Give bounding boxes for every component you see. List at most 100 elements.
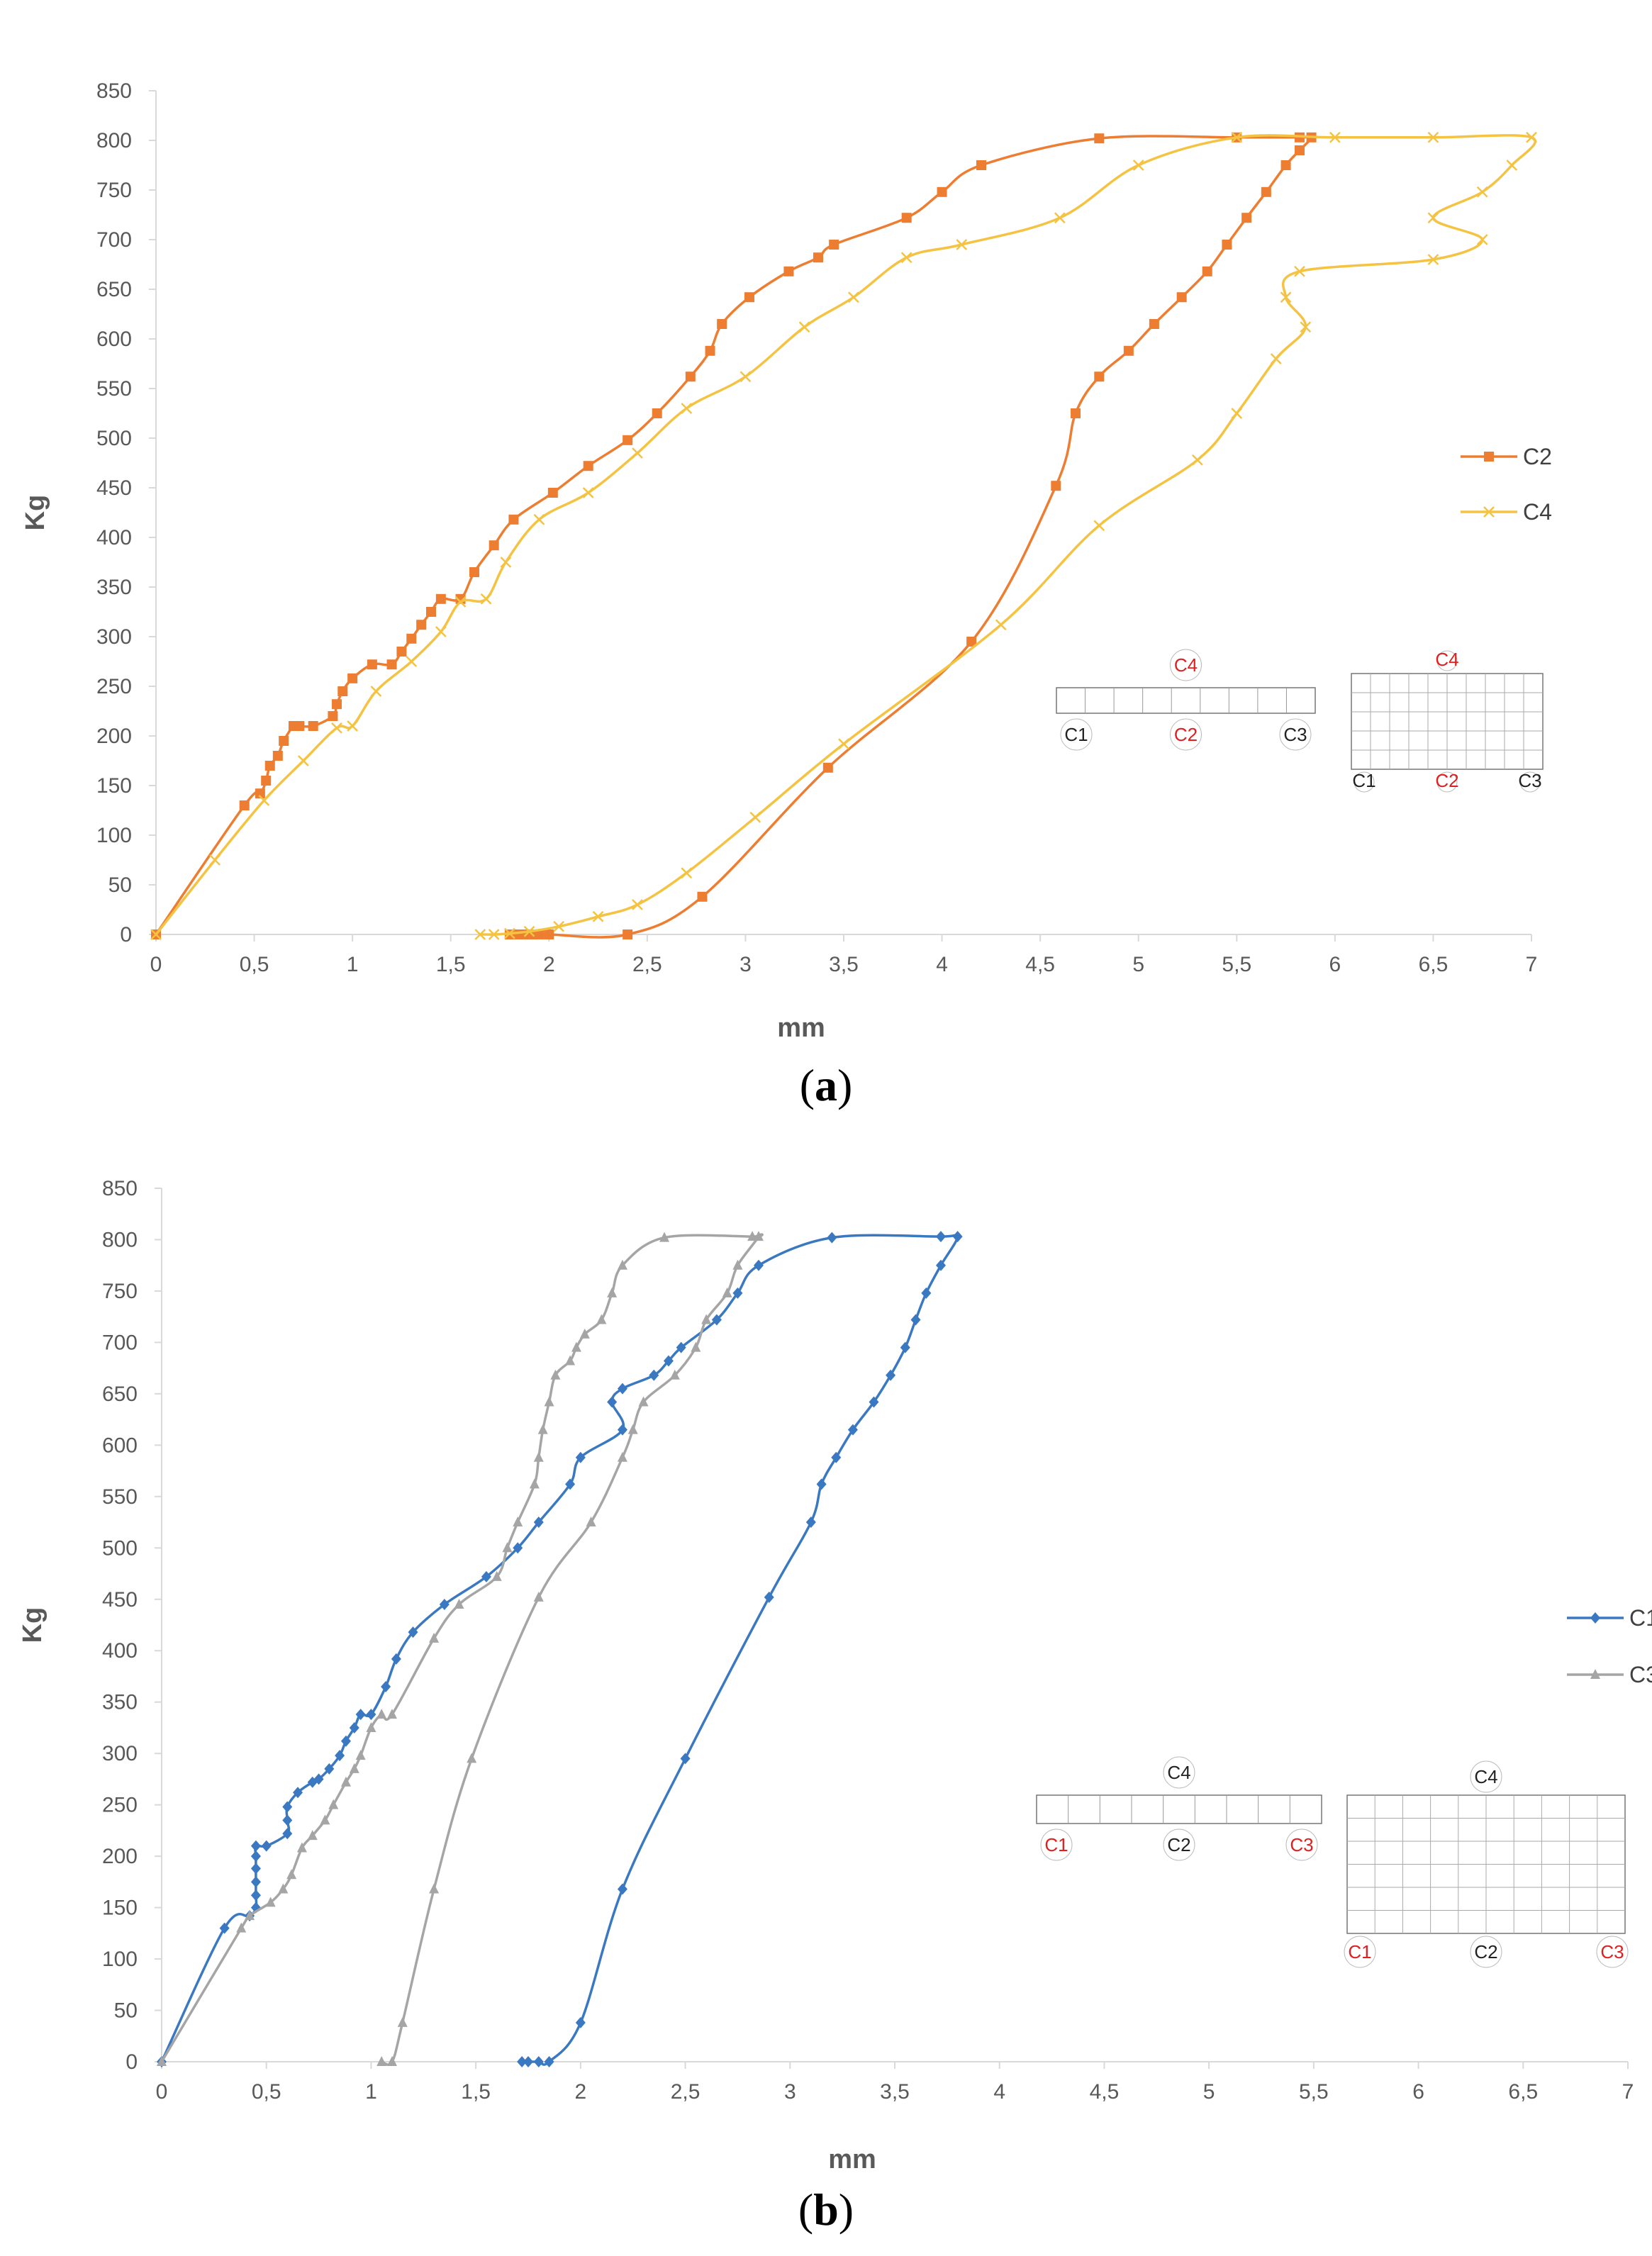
data-point-C4 [582, 487, 594, 498]
inset-sensor-circle [1354, 771, 1375, 793]
data-point-C2 [783, 266, 794, 277]
data-point-C2 [279, 736, 289, 746]
x-tick-label: 0,5 [240, 953, 269, 976]
data-point-C4 [1476, 186, 1488, 198]
data-point-C4 [1427, 131, 1439, 143]
data-point-C2 [406, 633, 417, 644]
data-point-C3 [533, 1451, 544, 1462]
data-point-C3 [491, 1570, 502, 1581]
legend-marker [1484, 452, 1494, 462]
data-point-C3 [659, 1232, 670, 1242]
data-point-C2 [367, 659, 377, 670]
data-point-C3 [571, 1341, 581, 1352]
data-point-C1 [663, 1355, 674, 1367]
data-point-C3 [701, 1314, 712, 1324]
data-point-C4 [1526, 131, 1537, 143]
data-point-C4 [1231, 131, 1243, 143]
data-point-C4 [209, 854, 221, 866]
data-point-C4 [632, 899, 643, 910]
data-point-C1 [391, 1653, 401, 1665]
data-point-C4 [1506, 160, 1518, 171]
data-point-C4 [1294, 265, 1305, 277]
x-tick-label: 7 [1526, 953, 1538, 976]
inset-beam [1036, 1794, 1322, 1824]
y-tick-label: 100 [96, 824, 132, 847]
legend-entry-C2: C2 [1461, 444, 1552, 469]
data-point-C2 [337, 686, 348, 696]
x-tick-label: 0 [156, 2080, 168, 2104]
data-point-C3 [533, 1591, 544, 1602]
x-tick-label: 4 [936, 953, 948, 976]
y-tick-label: 650 [96, 278, 132, 301]
data-point-C1 [335, 1750, 345, 1762]
data-point-C4 [1132, 160, 1144, 171]
data-point-C2 [697, 891, 708, 902]
data-point-C1 [366, 1709, 376, 1721]
data-point-C4 [480, 593, 492, 605]
y-tick-label: 800 [96, 129, 132, 152]
data-point-C3 [386, 2056, 397, 2066]
data-point-C3 [537, 1424, 548, 1434]
data-point-C1 [533, 1517, 544, 1529]
data-point-C2 [396, 647, 407, 657]
data-point-C2 [547, 488, 558, 498]
data-point-C2 [1123, 345, 1134, 356]
data-point-C1 [381, 1680, 391, 1692]
data-point-C4 [150, 929, 162, 940]
data-point-C3 [245, 1910, 255, 1921]
data-point-C1 [481, 1570, 491, 1582]
data-point-C4 [798, 321, 810, 333]
data-point-C1 [869, 1396, 879, 1408]
data-point-C4 [681, 867, 693, 879]
data-point-C4 [435, 626, 447, 637]
data-point-C3 [340, 1776, 351, 1787]
x-tick-label: 6,5 [1508, 2080, 1538, 2104]
data-point-C3 [669, 1369, 680, 1380]
inset-sensor-circle [1519, 771, 1541, 793]
data-point-C1 [676, 1341, 686, 1353]
data-point-C2 [623, 435, 633, 445]
data-point-C4 [1093, 520, 1105, 532]
data-point-C4 [474, 929, 486, 940]
data-point-C4 [847, 291, 859, 303]
data-point-C3 [467, 1753, 477, 1763]
inset-sensor-label: C1 [1352, 770, 1375, 791]
legend-entry-C3: C3 [1567, 1662, 1652, 1687]
inset-sensor-label: C3 [1290, 1834, 1313, 1855]
y-tick-label: 100 [102, 1948, 138, 1971]
legend-marker [1590, 1612, 1600, 1624]
x-tick-label: 6,5 [1419, 953, 1449, 976]
x-tick-label: 2 [543, 953, 555, 976]
data-point-C1 [617, 1424, 627, 1436]
x-tick-label: 5 [1203, 2080, 1215, 2104]
inset-sensor-circle [1163, 1828, 1195, 1861]
x-tick-label: 1 [347, 953, 359, 976]
inset-sensor-label: C3 [1600, 1941, 1624, 1962]
data-point-C2 [489, 540, 499, 551]
data-point-C4 [1329, 131, 1341, 143]
data-point-C3 [265, 1897, 276, 1907]
y-tick-label: 150 [102, 1897, 138, 1920]
data-point-C1 [935, 1259, 946, 1271]
data-point-C3 [429, 1883, 440, 1894]
data-point-C3 [286, 1869, 297, 1880]
legend-marker [1483, 506, 1495, 518]
inset-sensor-label: C1 [1064, 724, 1088, 745]
panel-a-label: (a) [800, 1060, 853, 1110]
data-point-C4 [406, 656, 418, 667]
y-tick-label: 850 [96, 79, 132, 103]
data-point-C4 [523, 925, 535, 937]
x-tick-label: 3 [784, 2080, 796, 2104]
x-tick-label: 0,5 [252, 2080, 281, 2104]
series-line-C2 [155, 135, 1313, 939]
inset-b: C1 C2 C3 C4 C1 C2 C3 C4 [1036, 1756, 1629, 1968]
data-point-C2 [1094, 372, 1105, 382]
data-point-C1 [921, 1287, 932, 1299]
data-point-C3 [429, 1632, 440, 1643]
data-point-C4 [632, 447, 643, 459]
inset-sensor-circle [1470, 1936, 1502, 1968]
data-point-C1 [575, 1451, 586, 1463]
x-tick-label: 4,5 [1090, 2080, 1120, 2104]
y-tick-label: 350 [102, 1691, 138, 1714]
data-point-C3 [320, 1814, 330, 1825]
